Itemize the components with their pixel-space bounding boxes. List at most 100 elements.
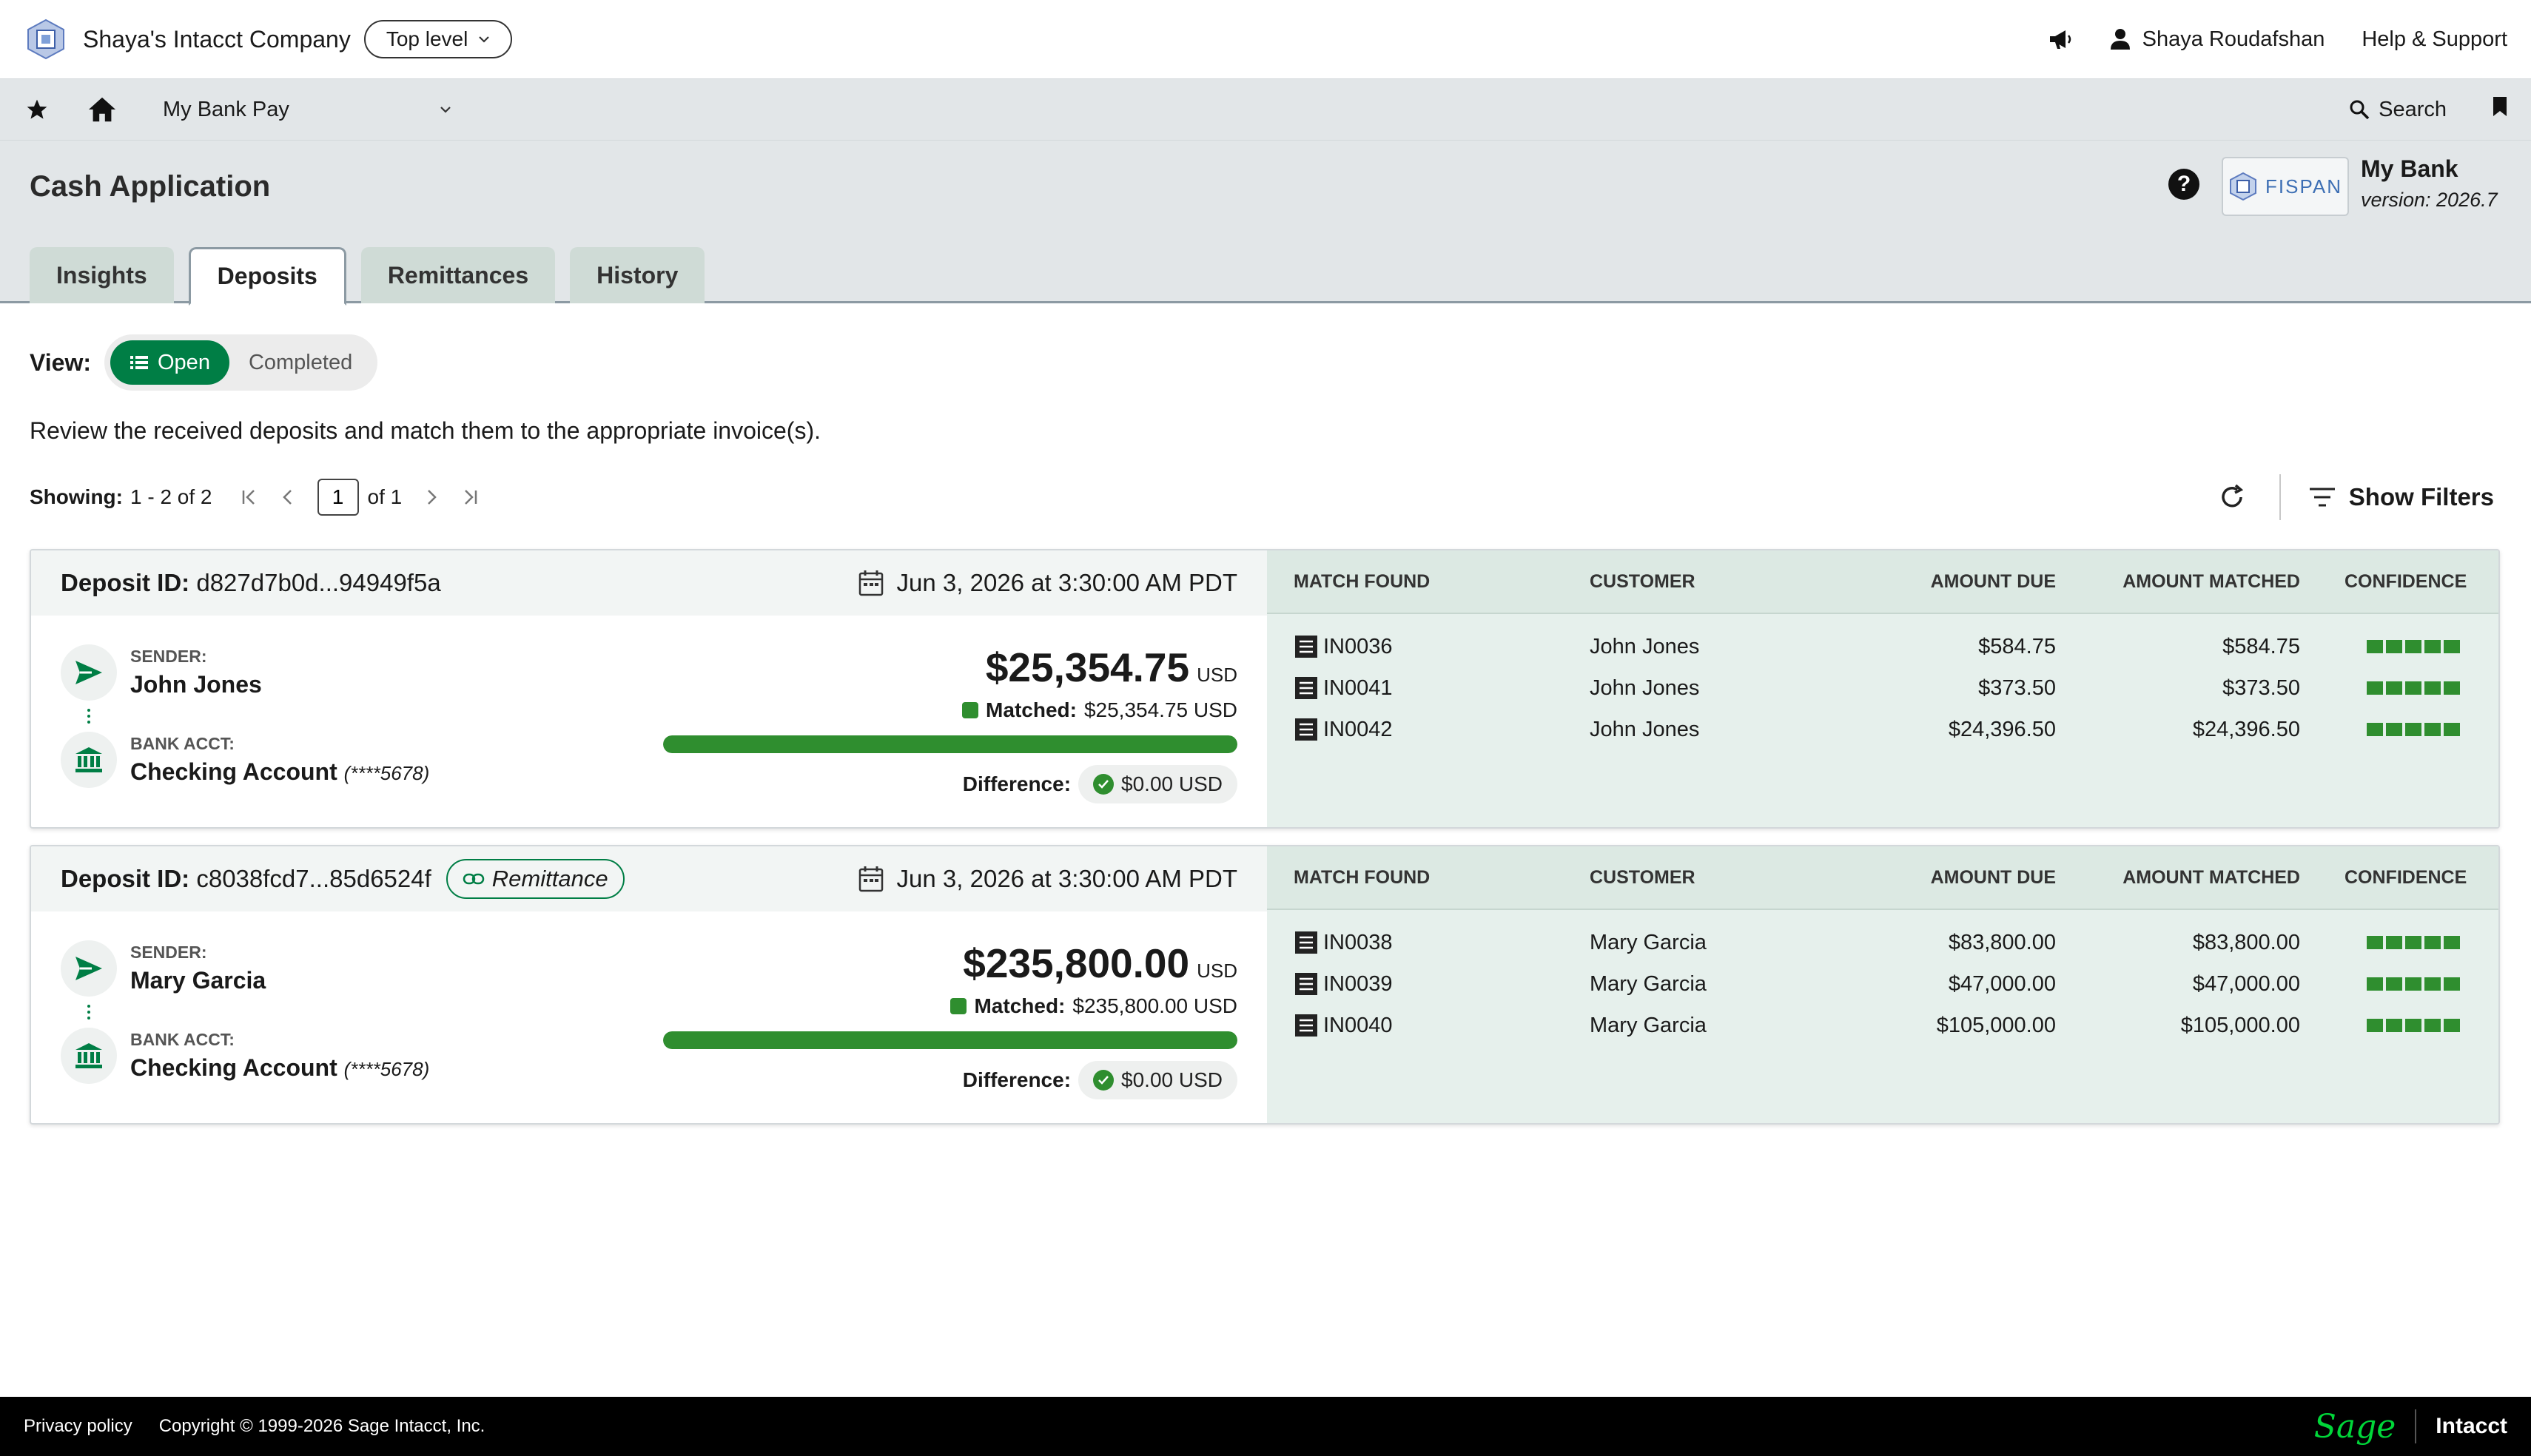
matched-line: Matched: $235,800.00 USD xyxy=(660,994,1237,1018)
customer-name: Mary Garcia xyxy=(1590,930,1707,954)
sender-name: John Jones xyxy=(130,671,262,698)
level-selector[interactable]: Top level xyxy=(363,20,513,58)
bank-version: version: 2026.7 xyxy=(2361,189,2498,211)
deposit-id[interactable]: Deposit ID: c8038fcd7...85d6524f xyxy=(61,865,431,893)
deposit-amount-value: $235,800.00 xyxy=(963,940,1190,986)
last-page-icon[interactable] xyxy=(451,478,489,516)
bank-account: Checking Account (****5678) xyxy=(130,1054,429,1082)
col-amount-matched: AMOUNT MATCHED xyxy=(2122,866,2300,888)
connector xyxy=(87,709,90,724)
user-menu[interactable]: Shaya Roudafshan xyxy=(2110,27,2325,52)
first-page-icon[interactable] xyxy=(230,478,269,516)
bank-account-name: Checking Account xyxy=(130,1054,337,1081)
invoice-number: IN0042 xyxy=(1323,717,1393,741)
deposit-summary: Deposit ID: c8038fcd7...85d6524f Remitta… xyxy=(31,846,1267,1123)
invoice-number: IN0036 xyxy=(1323,634,1393,658)
tab-history[interactable]: History xyxy=(570,247,705,303)
match-table-header: MATCH FOUND CUSTOMER AMOUNT DUE AMOUNT M… xyxy=(1267,846,2498,910)
sender-row: SENDER: Mary Garcia xyxy=(61,935,429,1002)
company-logo-icon[interactable] xyxy=(24,17,68,61)
invoice-number: IN0040 xyxy=(1323,1013,1393,1037)
invoice-link[interactable]: IN0040 xyxy=(1294,1013,1590,1038)
company-name[interactable]: Shaya's Intacct Company xyxy=(83,25,351,53)
amount-due: $24,396.50 xyxy=(1948,717,2056,741)
view-completed-button[interactable]: Completed xyxy=(229,340,372,385)
invoice-link[interactable]: IN0039 xyxy=(1294,971,1590,997)
deposit-date-value: Jun 3, 2026 at 3:30:00 AM PDT xyxy=(896,569,1237,596)
col-confidence: CONFIDENCE xyxy=(2345,866,2467,888)
next-page-icon[interactable] xyxy=(412,478,451,516)
match-progress-fill xyxy=(663,735,1237,753)
deposit-amount-box: $235,800.00 USD Matched: $235,800.00 USD … xyxy=(660,940,1237,1099)
announcements-button[interactable] xyxy=(2048,28,2073,50)
bank-account-mask: (****5678) xyxy=(343,1058,430,1080)
search-button[interactable]: Search xyxy=(2349,98,2447,122)
prev-page-icon[interactable] xyxy=(269,478,307,516)
bank-account-row: BANK ACCT: Checking Account (****5678) xyxy=(61,1022,429,1089)
help-icon[interactable]: ? xyxy=(2168,169,2199,200)
home-icon[interactable] xyxy=(87,95,117,124)
refresh-icon[interactable] xyxy=(2211,476,2253,518)
remittance-tag-label: Remittance xyxy=(491,866,608,892)
show-filters-button[interactable]: Show Filters xyxy=(2309,483,2494,511)
chevron-down-icon xyxy=(479,36,490,43)
app-selector[interactable]: My Bank Pay xyxy=(163,98,451,122)
sender-label: SENDER: xyxy=(130,943,207,962)
app-title: My Bank Pay xyxy=(163,97,289,121)
deposit-id-label: Deposit ID: xyxy=(61,865,190,892)
sage-logo-text: Sage xyxy=(2313,1407,2396,1446)
star-icon[interactable] xyxy=(22,95,52,124)
search-label: Search xyxy=(2379,97,2447,121)
chevron-down-icon xyxy=(440,107,451,113)
bookmark-icon[interactable] xyxy=(2491,95,2509,124)
page-number-input[interactable] xyxy=(317,479,359,516)
table-row: IN0036 John Jones $584.75 $584.75 xyxy=(1267,626,2498,667)
confidence-meter xyxy=(2322,640,2498,653)
list-tools: Show Filters xyxy=(2211,473,2494,521)
connector xyxy=(87,1005,90,1019)
link-icon xyxy=(463,873,485,885)
send-icon xyxy=(61,644,117,701)
view-completed-label: Completed xyxy=(248,350,353,374)
customer-name: John Jones xyxy=(1590,717,1700,741)
level-label: Top level xyxy=(386,27,468,50)
invoice-link[interactable]: IN0036 xyxy=(1294,634,1590,659)
invoice-link[interactable]: IN0042 xyxy=(1294,717,1590,742)
tab-remittances[interactable]: Remittances xyxy=(360,247,556,303)
amount-matched: $584.75 xyxy=(2222,634,2300,658)
confidence-meter xyxy=(2322,1019,2498,1032)
confidence-meter xyxy=(2322,723,2498,736)
privacy-policy-link[interactable]: Privacy policy xyxy=(24,1416,132,1436)
deposit-date-value: Jun 3, 2026 at 3:30:00 AM PDT xyxy=(896,865,1237,892)
col-amount-due: AMOUNT DUE xyxy=(1930,570,2056,592)
tab-deposits[interactable]: Deposits xyxy=(188,247,346,306)
filter-icon xyxy=(2309,488,2335,507)
deposit-id[interactable]: Deposit ID: d827d7b0d...94949f5a xyxy=(61,569,441,597)
bank-account-row: BANK ACCT: Checking Account (****5678) xyxy=(61,727,429,793)
col-confidence: CONFIDENCE xyxy=(2345,570,2467,592)
invoice-link[interactable]: IN0041 xyxy=(1294,675,1590,701)
list-icon xyxy=(130,356,148,369)
tab-bar: Insights Deposits Remittances History xyxy=(30,247,705,306)
deposit-amount-value: $25,354.75 xyxy=(985,644,1190,690)
bank-account: Checking Account (****5678) xyxy=(130,758,429,786)
invoice-link[interactable]: IN0038 xyxy=(1294,930,1590,955)
divider xyxy=(2279,474,2281,520)
send-icon xyxy=(61,940,117,997)
page-title: Cash Application xyxy=(30,170,271,203)
user-name: Shaya Roudafshan xyxy=(2142,27,2325,51)
table-row: IN0040 Mary Garcia $105,000.00 $105,000.… xyxy=(1267,1005,2498,1046)
col-amount-due: AMOUNT DUE xyxy=(1930,866,2056,888)
amount-matched: $105,000.00 xyxy=(2180,1013,2300,1037)
help-support-link[interactable]: Help & Support xyxy=(2362,27,2507,51)
amount-due: $105,000.00 xyxy=(1936,1013,2056,1037)
col-customer: CUSTOMER xyxy=(1590,570,1695,592)
view-open-button[interactable]: Open xyxy=(110,340,229,385)
tab-insights[interactable]: Insights xyxy=(30,247,174,303)
remittance-tag[interactable]: Remittance xyxy=(446,859,625,899)
invoice-icon xyxy=(1295,1014,1317,1037)
calendar-icon xyxy=(858,866,883,892)
view-label: View: xyxy=(30,348,91,376)
customer-name: Mary Garcia xyxy=(1590,971,1707,996)
difference-value: $0.00 USD xyxy=(1121,772,1223,795)
